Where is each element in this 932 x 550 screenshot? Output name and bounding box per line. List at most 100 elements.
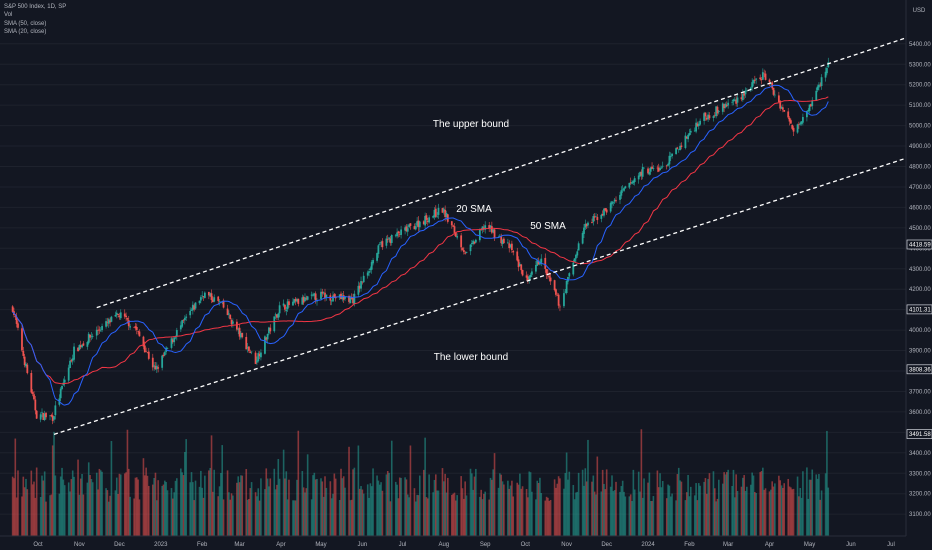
volume-bar bbox=[157, 480, 159, 536]
volume-bar bbox=[397, 498, 400, 536]
volume-bar bbox=[296, 479, 298, 536]
volume-bar bbox=[791, 489, 794, 536]
candle-body bbox=[222, 300, 225, 308]
candle-body bbox=[256, 360, 258, 363]
candle-body bbox=[761, 72, 764, 80]
volume-bar bbox=[129, 496, 131, 536]
candle-body bbox=[17, 323, 19, 328]
candle-body bbox=[454, 232, 457, 237]
volume-bar bbox=[436, 490, 438, 536]
volume-bar bbox=[212, 491, 214, 536]
volume-bar bbox=[316, 478, 318, 536]
lower-bound-label[interactable]: The lower bound bbox=[434, 352, 509, 363]
sma50-label[interactable]: 50 SMA bbox=[530, 221, 566, 232]
candle-body bbox=[397, 231, 400, 234]
candle-body bbox=[260, 352, 262, 358]
volume-bar bbox=[99, 470, 102, 536]
sma20-label[interactable]: 20 SMA bbox=[456, 204, 492, 215]
legend-volume[interactable]: Vol bbox=[4, 12, 13, 19]
volume-bar bbox=[25, 478, 27, 536]
candle-body bbox=[229, 314, 232, 320]
x-tick-label: Jul bbox=[399, 542, 407, 548]
volume-bar bbox=[33, 481, 35, 536]
volume-bar bbox=[333, 473, 336, 536]
legend-sma50[interactable]: SMA (50, close) bbox=[4, 20, 47, 27]
volume-bar bbox=[704, 478, 707, 536]
candle-body bbox=[600, 214, 603, 219]
candle-body bbox=[314, 293, 317, 301]
candle-body bbox=[441, 208, 444, 213]
volume-bar bbox=[587, 439, 589, 536]
volume-bar bbox=[545, 496, 548, 536]
volume-bar bbox=[604, 489, 607, 536]
candle-body bbox=[639, 172, 641, 177]
volume-bar bbox=[71, 470, 74, 536]
candle-body bbox=[557, 294, 560, 306]
candle-body bbox=[53, 416, 55, 420]
candle-body bbox=[101, 326, 103, 331]
volume-bar bbox=[381, 490, 384, 536]
candle-body bbox=[199, 297, 202, 301]
volume-bar bbox=[660, 487, 663, 536]
upper-bound-label[interactable]: The upper bound bbox=[433, 119, 509, 130]
candle-body bbox=[226, 308, 229, 316]
candle-body bbox=[398, 234, 401, 235]
candle-body bbox=[191, 304, 194, 311]
candle-body bbox=[693, 130, 696, 132]
volume-bar bbox=[278, 478, 281, 536]
volume-bar bbox=[547, 497, 549, 536]
volume-bar bbox=[115, 477, 118, 536]
volume-bar bbox=[661, 480, 664, 536]
candle-body bbox=[735, 99, 738, 104]
volume-bar bbox=[657, 487, 660, 536]
volume-bar bbox=[544, 500, 547, 536]
x-tick-label: Jul bbox=[887, 542, 895, 548]
candle-body bbox=[824, 71, 827, 78]
volume-bar bbox=[788, 486, 791, 536]
volume-bar bbox=[35, 467, 38, 536]
volume-bar bbox=[827, 487, 830, 536]
volume-bar bbox=[193, 500, 195, 536]
candle-body bbox=[752, 80, 755, 84]
volume-bar bbox=[386, 470, 389, 536]
volume-bar bbox=[444, 473, 446, 536]
volume-bar bbox=[520, 488, 523, 536]
volume-bar bbox=[782, 487, 784, 536]
volume-bar bbox=[724, 474, 727, 536]
candle-body bbox=[368, 271, 370, 273]
candle-body bbox=[361, 281, 364, 283]
candle-body bbox=[540, 258, 543, 263]
candle-body bbox=[25, 363, 27, 367]
candle-body bbox=[390, 235, 393, 243]
candle-body bbox=[596, 217, 599, 221]
candle-body bbox=[743, 92, 746, 96]
legend-symbol[interactable]: S&P 500 Index, 1D, SP bbox=[4, 4, 67, 10]
candle-body bbox=[820, 77, 823, 87]
candle-body bbox=[687, 134, 689, 140]
volume-bar bbox=[362, 493, 365, 536]
volume-bar bbox=[119, 474, 122, 536]
price-tag: 4101.31 bbox=[906, 304, 932, 315]
volume-bar bbox=[491, 479, 493, 536]
volume-bar bbox=[378, 484, 381, 536]
candle-body bbox=[787, 111, 790, 118]
volume-bar bbox=[651, 501, 653, 536]
x-tick-label: Nov bbox=[561, 542, 572, 548]
volume-bar bbox=[370, 486, 373, 536]
volume-bar bbox=[671, 493, 673, 536]
y-tick-label: 3600.00 bbox=[909, 410, 931, 416]
volume-bar bbox=[585, 481, 588, 536]
volume-bar bbox=[637, 471, 640, 536]
candle-body bbox=[777, 95, 780, 102]
legend-sma20[interactable]: SMA (20, close) bbox=[4, 29, 47, 36]
candle-body bbox=[171, 339, 174, 343]
volume-bar bbox=[540, 493, 543, 536]
volume-bar bbox=[400, 477, 402, 536]
candle-body bbox=[717, 110, 720, 112]
volume-bar bbox=[760, 471, 763, 536]
candle-body bbox=[465, 251, 468, 253]
volume-bar bbox=[229, 499, 232, 536]
volume-bar bbox=[61, 467, 63, 536]
candle-body bbox=[174, 337, 177, 339]
